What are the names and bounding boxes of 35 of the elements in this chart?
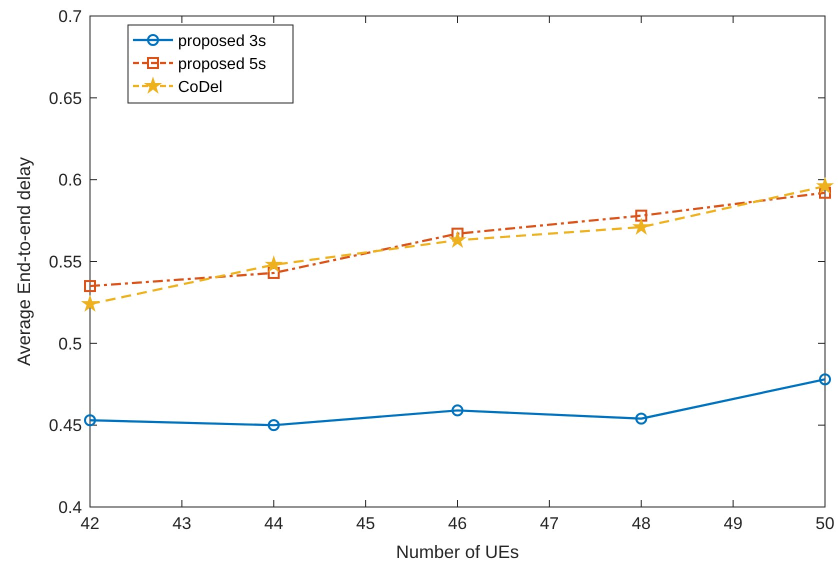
x-tick-label: 42: [80, 514, 100, 533]
x-tick-label: 44: [264, 514, 284, 533]
x-tick-label: 47: [540, 514, 559, 533]
x-tick-label: 45: [356, 514, 376, 533]
x-tick-label: 48: [632, 514, 651, 533]
point: [633, 218, 650, 234]
point: [266, 256, 282, 272]
legend-label: proposed 3s: [178, 33, 266, 50]
point: [816, 178, 834, 194]
point: [268, 266, 280, 279]
point: [84, 414, 96, 426]
y-tick-label: 0.55: [48, 252, 82, 272]
point: [452, 404, 464, 416]
y-tick-label: 0.65: [48, 88, 82, 108]
y-tick-label: 0.4: [58, 498, 82, 517]
point: [82, 296, 98, 311]
y-axis-title: Average End-to-end delay: [14, 157, 34, 366]
x-tick-label: 50: [816, 514, 834, 533]
point: [635, 210, 648, 222]
point: [819, 373, 831, 386]
legend-label: CoDel: [178, 79, 222, 96]
point: [268, 419, 280, 432]
point: [84, 280, 96, 292]
point: [635, 412, 648, 425]
point: [449, 232, 466, 248]
point: [819, 186, 831, 199]
x-tick-label: 43: [172, 514, 192, 533]
y-tick-label: 0.7: [58, 7, 82, 26]
x-tick-label: 49: [724, 514, 743, 533]
y-tick-label: 0.6: [58, 170, 82, 190]
legend-label: proposed 5s: [178, 56, 266, 73]
y-tick-label: 0.45: [48, 416, 82, 436]
x-tick-label: 46: [448, 514, 467, 533]
y-tick-label: 0.5: [58, 334, 82, 354]
x-axis-title: Number of UEs: [396, 542, 520, 562]
